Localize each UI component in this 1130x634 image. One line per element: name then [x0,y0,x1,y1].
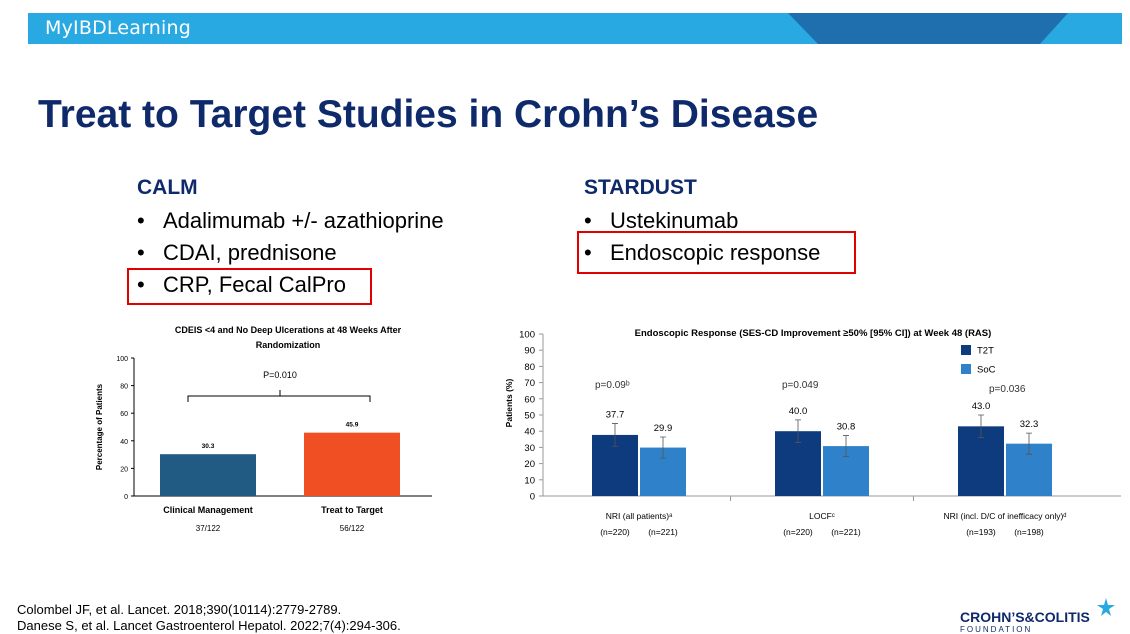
sd-error-bar [795,419,801,443]
calm-y-tick-label: 80 [120,384,128,391]
sd-value-label: 32.3 [1020,419,1039,430]
stardust-chart-title: Endoscopic Response (SES-CD Improvement … [635,328,992,339]
calm-y-tick-label: 60 [120,411,128,418]
star-logo-icon [1097,598,1115,616]
calm-chart-title-2: Randomization [256,340,321,350]
sd-value-label: 40.0 [789,406,808,417]
sd-n-label: (n=220) [600,527,630,537]
sd-y-tick-label: 20 [524,459,535,470]
sd-y-tick-label: 30 [524,443,535,454]
calm-heading: CALM [137,176,198,199]
calm-value-label: 45.9 [346,422,359,429]
stardust-heading: STARDUST [584,176,697,199]
sd-y-tick-label: 0 [530,492,535,503]
calm-bullet-1: • Adalimumab +/- azathioprine [137,208,444,233]
calm-chart: CDEIS <4 and No Deep Ulcerations at 48 W… [95,325,432,533]
sd-value-label: 43.0 [972,401,991,412]
calm-highlight-box [127,268,372,305]
sd-legend-swatch [961,345,971,355]
calm-sublabel: 37/122 [196,524,221,533]
sd-category-label: NRI (all patients)ᵃ [606,511,673,521]
header-banner [28,13,1122,44]
sd-n-label: (n=193) [966,527,996,537]
sd-n-label: (n=221) [648,527,678,537]
reference-2: Danese S, et al. Lancet Gastroenterol He… [17,618,401,633]
sd-error-bar [1026,432,1032,455]
calm-sublabel: 56/122 [340,524,365,533]
sd-n-label: (n=198) [1014,527,1044,537]
foundation-logo-sub: FOUNDATION [960,625,1033,634]
sd-n-label: (n=221) [831,527,861,537]
brand-logo: MyIBDLearning [45,17,191,39]
stardust-bullet-1: • Ustekinumab [584,208,739,233]
sd-n-label: (n=220) [783,527,813,537]
sd-error-bar [660,436,666,459]
sd-y-tick-label: 80 [524,362,535,373]
sd-p-value: p=0.09ᵇ [595,380,630,391]
calm-y-axis-label: Percentage of Patients [95,383,104,470]
sd-category-label: LOCFᶜ [809,511,835,521]
calm-y-tick-label: 100 [116,356,128,363]
banner-dark-wedge [788,13,1068,44]
calm-value-label: 30.3 [202,443,215,450]
calm-bullet-2: • CDAI, prednisone [137,240,337,265]
stardust-chart: Endoscopic Response (SES-CD Improvement … [504,328,1121,537]
sd-y-tick-label: 50 [524,411,535,422]
calm-category-label: Treat to Target [321,505,383,515]
calm-bullet-3: • CRP, Fecal CalPro [137,272,346,297]
stardust-highlight-box [577,231,856,274]
sd-y-tick-label: 70 [524,378,535,389]
sd-category-label: NRI (incl. D/C of inefficacy only)ᵈ [943,511,1066,521]
sd-y-tick-label: 60 [524,394,535,405]
sd-error-bar [843,435,849,458]
sd-y-tick-label: 100 [519,330,535,341]
sd-p-value: p=0.036 [989,384,1026,395]
calm-p-value: P=0.010 [263,370,297,380]
sd-value-label: 29.9 [654,423,673,434]
sd-error-bar [978,414,984,439]
sd-y-tick-label: 40 [524,427,535,438]
calm-bar [160,454,256,496]
calm-y-tick-label: 20 [120,466,128,473]
calm-y-tick-label: 40 [120,439,128,446]
calm-bar [304,432,400,496]
sd-p-value: p=0.049 [782,380,819,391]
sd-error-bar [612,423,618,447]
calm-y-tick-label: 0 [124,494,128,501]
sd-y-tick-label: 90 [524,346,535,357]
calm-chart-title-1: CDEIS <4 and No Deep Ulcerations at 48 W… [175,325,402,335]
calm-significance-bracket [187,390,371,402]
sd-legend-label: T2T [977,346,994,357]
calm-category-label: Clinical Management [163,505,253,515]
sd-legend-label: SoC [977,365,996,376]
stardust-y-axis-label: Patients (%) [504,379,514,428]
stardust-bullet-2: • Endoscopic response [584,240,821,265]
sd-value-label: 37.7 [606,410,625,421]
reference-1: Colombel JF, et al. Lancet. 2018;390(101… [17,602,342,617]
foundation-logo: CROHN’S&COLITIS [960,609,1090,625]
sd-y-tick-label: 10 [524,475,535,486]
sd-value-label: 30.8 [837,422,856,433]
slide-title: Treat to Target Studies in Crohn’s Disea… [38,93,819,136]
sd-legend-swatch [961,364,971,374]
